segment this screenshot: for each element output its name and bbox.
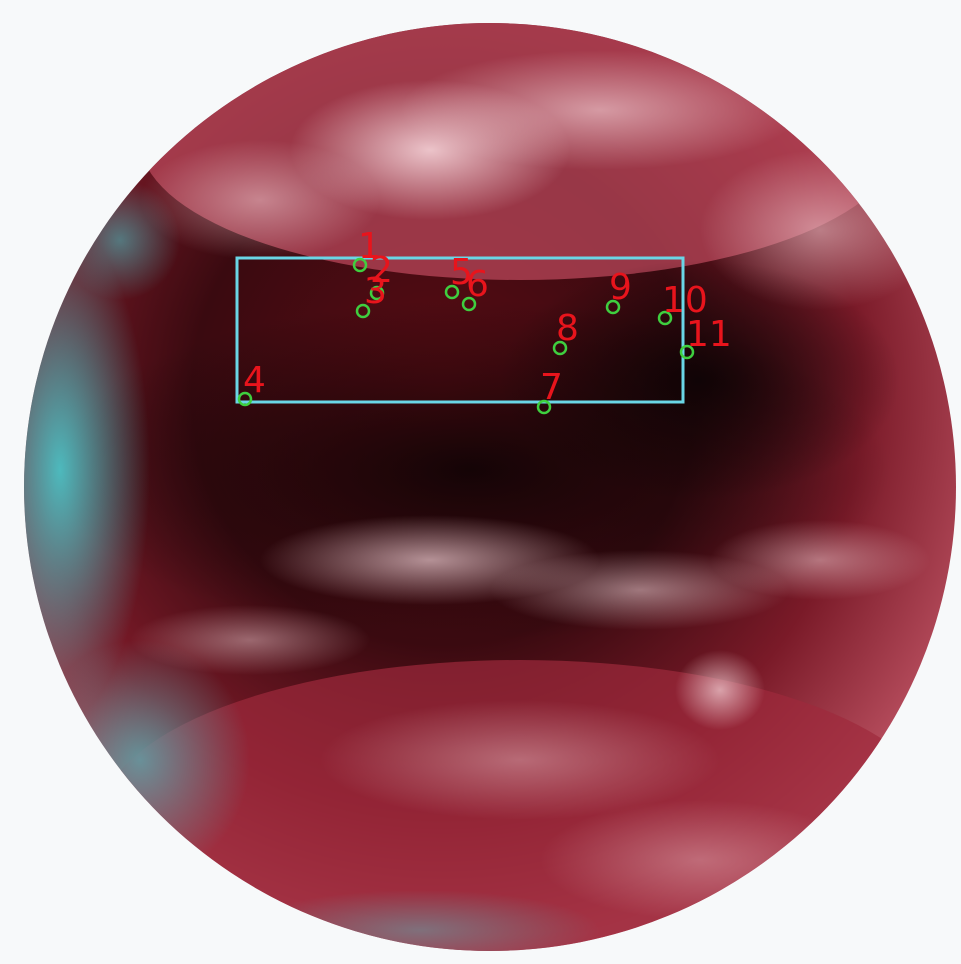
marker-label: 11 <box>686 314 732 355</box>
marker-label: 10 <box>662 280 708 321</box>
marker-3: 3 <box>355 271 387 319</box>
marker-circle <box>657 310 673 326</box>
marker-label: 2 <box>370 250 393 291</box>
marker-2: 2 <box>369 250 393 301</box>
marker-circle <box>605 299 621 315</box>
marker-6: 6 <box>461 264 489 312</box>
marker-label: 8 <box>556 308 579 349</box>
marker-label: 6 <box>466 264 489 305</box>
marker-circle <box>355 303 371 319</box>
marker-label: 4 <box>243 360 266 401</box>
marker-circle <box>369 285 385 301</box>
marker-circle <box>536 399 552 415</box>
marker-circle <box>444 284 460 300</box>
region-box <box>235 256 685 404</box>
marker-label: 5 <box>450 252 473 293</box>
marker-1: 1 <box>352 226 381 273</box>
marker-8: 8 <box>552 308 579 356</box>
marker-label: 7 <box>540 367 563 408</box>
marker-circle <box>679 344 695 360</box>
marker-7: 7 <box>536 367 563 415</box>
marker-9: 9 <box>605 267 632 315</box>
marker-10: 10 <box>657 280 708 326</box>
marker-4: 4 <box>237 360 266 407</box>
marker-label: 3 <box>364 271 387 312</box>
marker-label: 9 <box>609 267 632 308</box>
cloud-features <box>24 23 940 951</box>
marker-circle <box>552 340 568 356</box>
marker-circle <box>352 257 368 273</box>
marker-label: 1 <box>358 226 381 267</box>
marker-5: 5 <box>444 252 473 300</box>
marker-circle <box>237 391 253 407</box>
marker-11: 11 <box>679 314 732 360</box>
marker-circle <box>461 296 477 312</box>
